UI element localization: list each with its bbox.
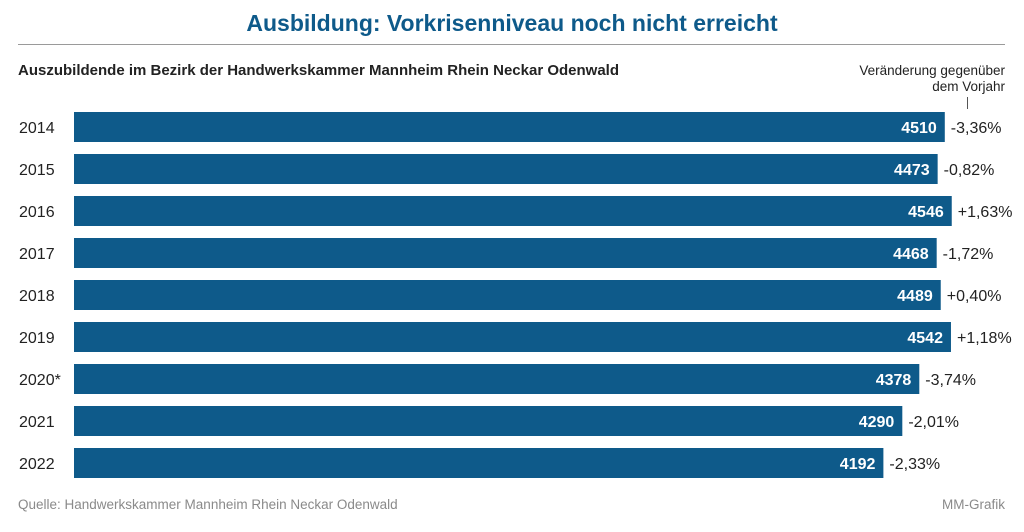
bar bbox=[74, 280, 941, 310]
change-label: -0,82% bbox=[944, 162, 995, 179]
change-header-line1: Veränderung gegenüber bbox=[859, 63, 1005, 78]
value-label: 4378 bbox=[876, 372, 912, 389]
change-header-line2: dem Vorjahr bbox=[932, 79, 1005, 94]
bar bbox=[74, 322, 951, 352]
chart-title: Ausbildung: Vorkrisenniveau noch nicht e… bbox=[246, 10, 778, 36]
category-label: 2017 bbox=[19, 246, 55, 263]
category-label: 2015 bbox=[19, 162, 55, 179]
change-label: -2,33% bbox=[889, 456, 940, 473]
bar bbox=[74, 448, 884, 478]
category-label: 2020* bbox=[19, 372, 61, 389]
category-label: 2018 bbox=[19, 288, 55, 305]
value-label: 4192 bbox=[840, 456, 876, 473]
value-label: 4510 bbox=[901, 120, 937, 137]
bar bbox=[74, 196, 952, 226]
change-label: -3,74% bbox=[925, 372, 976, 389]
category-label: 2014 bbox=[19, 120, 55, 137]
bar bbox=[74, 154, 938, 184]
value-label: 4489 bbox=[897, 288, 933, 305]
change-label: -2,01% bbox=[908, 414, 959, 431]
change-label: -3,36% bbox=[951, 120, 1002, 137]
value-label: 4468 bbox=[893, 246, 929, 263]
value-label: 4546 bbox=[908, 204, 944, 221]
chart-subtitle: Auszubildende im Bezirk der Handwerkskam… bbox=[18, 62, 620, 79]
bar bbox=[74, 364, 920, 394]
change-label: +1,63% bbox=[958, 204, 1013, 221]
category-label: 2016 bbox=[19, 204, 55, 221]
bar bbox=[74, 238, 937, 268]
change-label: -1,72% bbox=[943, 246, 994, 263]
category-label: 2019 bbox=[19, 330, 55, 347]
bar bbox=[74, 112, 945, 142]
value-label: 4473 bbox=[894, 162, 930, 179]
graphic-credit: MM-Grafik bbox=[942, 497, 1005, 512]
change-label: +0,40% bbox=[947, 288, 1002, 305]
category-label: 2022 bbox=[19, 456, 55, 473]
change-label: +1,18% bbox=[957, 330, 1012, 347]
title-divider bbox=[18, 44, 1005, 45]
value-label: 4542 bbox=[907, 330, 943, 347]
value-label: 4290 bbox=[859, 414, 895, 431]
change-header: Veränderung gegenüber dem Vorjahr bbox=[815, 63, 1005, 95]
category-label: 2021 bbox=[19, 414, 55, 431]
bar bbox=[74, 406, 903, 436]
change-header-tick bbox=[967, 97, 968, 109]
source-note: Quelle: Handwerkskammer Mannheim Rhein N… bbox=[18, 497, 398, 512]
